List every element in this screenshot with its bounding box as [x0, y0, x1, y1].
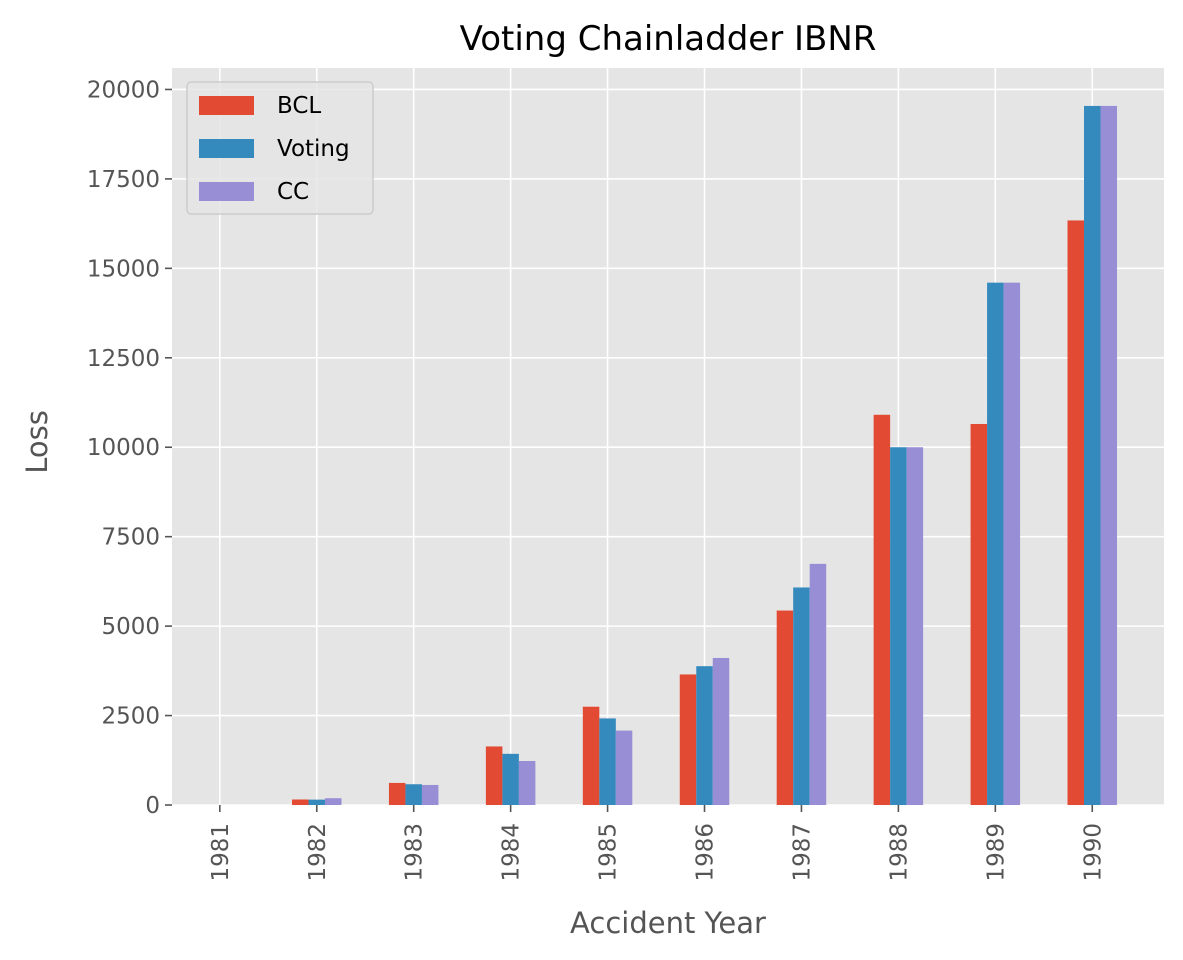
legend-swatch-bcl — [199, 96, 254, 115]
x-tick-label: 1982 — [305, 823, 331, 882]
x-tick-label: 1986 — [693, 823, 719, 882]
x-axis-ticks: 1981 1982 1983 1984 1985 1986 1987 1988 1989 1990 — [208, 805, 1106, 882]
bar-cc-1984 — [518, 760, 536, 805]
legend-swatch-cc — [199, 182, 254, 201]
bars — [292, 105, 1118, 806]
y-tick-label: 12500 — [87, 346, 160, 372]
bar-cc-1989 — [1003, 282, 1021, 806]
y-tick-label: 10000 — [87, 435, 160, 461]
x-tick-label: 1983 — [402, 823, 428, 882]
bar-cc-1982 — [325, 798, 342, 805]
bar-bcl-1983 — [388, 782, 406, 805]
legend-label-cc: CC — [277, 179, 309, 205]
y-axis-label: Loss — [20, 410, 54, 474]
bar-bcl-1984 — [485, 746, 503, 805]
legend-swatch-voting — [199, 139, 254, 158]
bar-voting-1982 — [308, 799, 326, 805]
bar-bcl-1990 — [1067, 220, 1085, 805]
chart-title: Voting Chainladder IBNR — [460, 19, 877, 59]
x-tick-label: 1984 — [499, 823, 525, 882]
bar-cc-1987 — [809, 563, 827, 805]
x-tick-label: 1981 — [208, 823, 234, 882]
y-tick-label: 15000 — [87, 256, 160, 282]
y-tick-label: 0 — [145, 793, 160, 819]
bar-voting-1984 — [502, 753, 519, 805]
y-tick-label: 7500 — [101, 525, 160, 551]
x-tick-label: 1988 — [886, 823, 912, 882]
bar-voting-1985 — [599, 718, 616, 805]
legend: BCL Voting CC — [186, 81, 374, 215]
x-axis-label: Accident Year — [570, 906, 766, 940]
bar-bcl-1987 — [776, 610, 794, 805]
bar-cc-1990 — [1100, 105, 1118, 806]
bar-cc-1988 — [906, 447, 924, 805]
bar-voting-1990 — [1084, 105, 1101, 806]
bar-voting-1983 — [405, 784, 422, 805]
bar-voting-1986 — [696, 666, 713, 805]
bar-bcl-1988 — [873, 414, 891, 805]
bar-voting-1988 — [890, 447, 907, 805]
legend-label-voting: Voting — [277, 136, 350, 162]
y-tick-label: 2500 — [101, 704, 160, 730]
bar-cc-1985 — [615, 730, 633, 805]
x-tick-label: 1989 — [983, 823, 1009, 882]
bar-bcl-1985 — [582, 706, 600, 805]
bar-bcl-1986 — [679, 674, 697, 805]
bar-bcl-1982 — [292, 799, 309, 805]
x-tick-label: 1985 — [596, 823, 622, 882]
bar-cc-1983 — [421, 784, 439, 805]
y-axis-ticks: 0 2500 5000 7500 10000 12500 15000 17500 20000 — [87, 77, 172, 819]
y-tick-label: 5000 — [101, 614, 160, 640]
y-tick-label: 20000 — [87, 77, 160, 103]
x-tick-label: 1990 — [1080, 823, 1106, 882]
bar-voting-1987 — [793, 587, 810, 805]
bar-bcl-1989 — [970, 423, 988, 805]
legend-label-bcl: BCL — [277, 93, 321, 119]
y-tick-label: 17500 — [87, 167, 160, 193]
bar-voting-1989 — [987, 282, 1004, 806]
x-tick-label: 1987 — [789, 823, 815, 882]
bar-cc-1986 — [712, 657, 730, 805]
